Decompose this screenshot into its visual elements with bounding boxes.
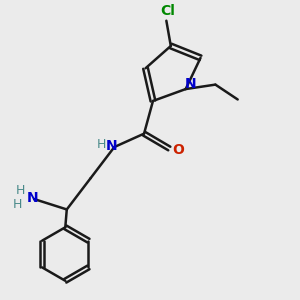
Text: H: H <box>16 184 26 197</box>
Text: Cl: Cl <box>160 4 175 18</box>
Text: H: H <box>97 138 106 151</box>
Text: N: N <box>106 139 118 153</box>
Text: N: N <box>27 190 38 205</box>
Text: H: H <box>13 198 22 211</box>
Text: O: O <box>172 143 184 157</box>
Text: N: N <box>185 77 197 91</box>
